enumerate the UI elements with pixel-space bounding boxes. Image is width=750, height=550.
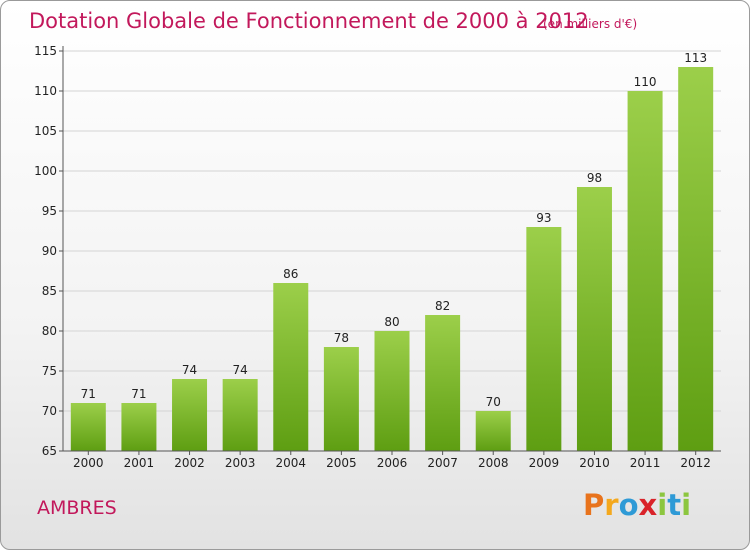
y-tick-label: 105 (34, 124, 57, 138)
x-tick-label-2004: 2004 (275, 456, 306, 470)
logo-letter: t (667, 488, 682, 522)
x-tick-label-2002: 2002 (174, 456, 205, 470)
chart-unit: (en milliers d'€) (543, 17, 638, 31)
x-tick-label-2006: 2006 (377, 456, 408, 470)
bar-2009 (526, 227, 562, 451)
y-tick-label: 90 (42, 244, 57, 258)
value-label-2007: 82 (435, 299, 450, 313)
value-label-2002: 74 (182, 363, 197, 377)
y-tick-label: 65 (42, 444, 57, 458)
bars (70, 67, 714, 451)
x-tick-label-2000: 2000 (73, 456, 104, 470)
y-tick-label: 70 (42, 404, 57, 418)
bar-2007 (425, 315, 461, 451)
logo-letter: P (583, 488, 605, 522)
value-label-2006: 80 (384, 315, 399, 329)
bar-2010 (576, 187, 612, 451)
bar-2003 (222, 379, 258, 451)
bar-2002 (172, 379, 208, 451)
value-label-2010: 98 (587, 171, 602, 185)
value-label-2000: 71 (81, 387, 96, 401)
logo-letter: o (618, 488, 639, 522)
x-tick-label-2012: 2012 (680, 456, 711, 470)
y-tick-label: 80 (42, 324, 57, 338)
chart-title: Dotation Globale de Fonctionnement de 20… (29, 9, 589, 33)
logo-letter: i (657, 488, 668, 522)
x-tick-label-2009: 2009 (529, 456, 560, 470)
x-tick-label-2008: 2008 (478, 456, 509, 470)
bar-2011 (627, 91, 663, 451)
value-label-2012: 113 (684, 51, 707, 65)
axes (59, 46, 721, 455)
value-label-2004: 86 (283, 267, 298, 281)
value-label-2011: 110 (634, 75, 657, 89)
bar-2004 (273, 283, 309, 451)
value-label-2003: 74 (233, 363, 248, 377)
bar-2006 (374, 331, 410, 451)
proxiti-logo: Proxiti (583, 488, 691, 522)
labels: 65 70 75 80 85 90 95 100 105 110 115 71 2000 71 2001 74… (34, 44, 711, 470)
y-tick-label: 85 (42, 284, 57, 298)
bar-2001 (121, 403, 157, 451)
x-tick-label-2011: 2011 (630, 456, 661, 470)
value-label-2008: 70 (486, 395, 501, 409)
bar-2012 (678, 67, 714, 451)
value-label-2001: 71 (131, 387, 146, 401)
x-tick-label-2007: 2007 (427, 456, 458, 470)
x-tick-label-2010: 2010 (579, 456, 610, 470)
y-tick-label: 75 (42, 364, 57, 378)
y-tick-label: 110 (34, 84, 57, 98)
bar-2008 (475, 411, 511, 451)
y-tick-label: 95 (42, 204, 57, 218)
commune-name: AMBRES (37, 497, 117, 519)
logo-letter: r (604, 488, 619, 522)
logo-letter: i (681, 488, 692, 522)
bar-2005 (323, 347, 359, 451)
y-tick-label: 115 (34, 44, 57, 58)
bar-2000 (70, 403, 106, 451)
x-tick-label-2005: 2005 (326, 456, 357, 470)
x-tick-label-2003: 2003 (225, 456, 256, 470)
value-label-2009: 93 (536, 211, 551, 225)
value-label-2005: 78 (334, 331, 349, 345)
y-tick-label: 100 (34, 164, 57, 178)
logo-letter: x (638, 488, 658, 522)
x-tick-label-2001: 2001 (124, 456, 155, 470)
